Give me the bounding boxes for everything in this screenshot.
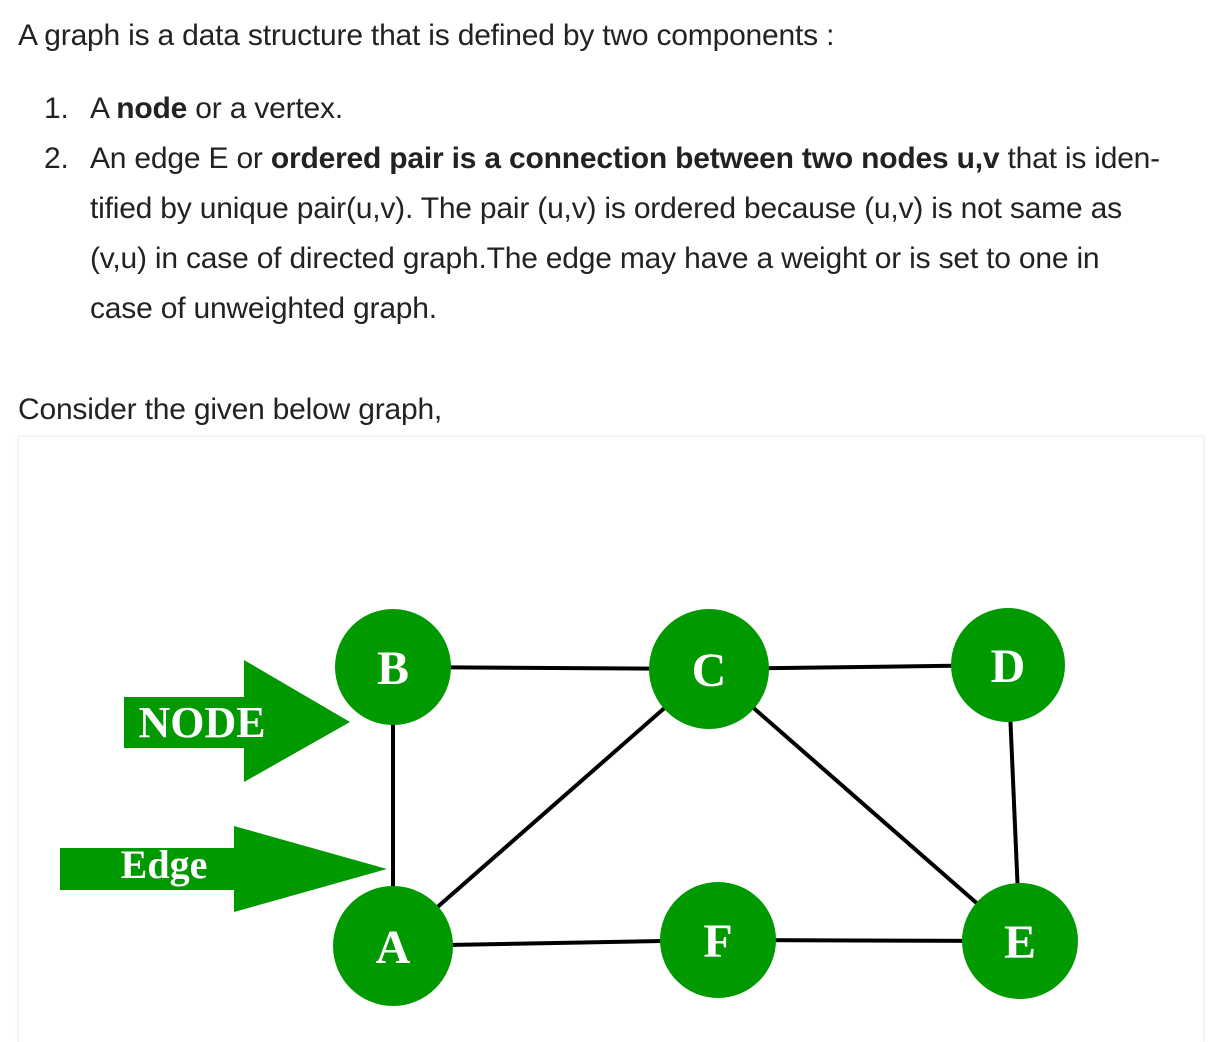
callouts-layer: NODE Edge: [60, 660, 387, 912]
graph-edge-a-c: [391, 667, 711, 948]
node-label: D: [991, 640, 1026, 693]
item-line-4: case of unweighted graph.: [90, 292, 437, 325]
edge-callout-arrow: [60, 826, 387, 912]
list-item-edge: 2. An edge E or ordered pair is a connec…: [44, 134, 1194, 334]
graph-node-a: A: [333, 886, 453, 1006]
graph-node-b: B: [335, 609, 451, 725]
node-label: C: [692, 644, 727, 697]
item-line-2: tified by unique pair(u,v). The pair (u,…: [90, 192, 1122, 225]
list-number: 1.: [44, 92, 69, 125]
node-callout-label: NODE: [138, 698, 265, 747]
item-text-after: or a vertex.: [187, 92, 343, 125]
list-number: 2.: [44, 142, 69, 175]
intro-paragraph: A graph is a data structure that is defi…: [18, 19, 835, 52]
node-label: A: [376, 921, 411, 974]
edge-callout-label: Edge: [121, 842, 208, 887]
node-circle: [951, 608, 1065, 722]
definition-list: 1. A node or a vertex. 2. An edge E or o…: [44, 84, 1194, 334]
node-circle: [333, 886, 453, 1006]
node-label: E: [1004, 916, 1036, 969]
item-bold-term: ordered pair is a connection between two…: [270, 142, 1000, 175]
consider-paragraph: Consider the given below graph,: [18, 393, 443, 426]
graph-node-f: F: [660, 882, 776, 998]
graph-node-c: C: [649, 609, 769, 729]
node-callout-arrow: [124, 660, 350, 782]
graph-node-d: D: [951, 608, 1065, 722]
item-text-before: A: [90, 92, 117, 125]
item-line-1: An edge E or ordered pair is a connectio…: [90, 142, 1160, 175]
nodes-layer: B C D A F E: [333, 608, 1078, 1006]
node-label: F: [703, 915, 732, 968]
item-line-3: (v,u) in case of directed graph.The edge…: [90, 242, 1100, 275]
item-text-after: that is iden-: [999, 142, 1160, 175]
item-text-before: An edge E or: [90, 142, 271, 175]
graph-node-e: E: [962, 883, 1078, 999]
list-item-node: 1. A node or a vertex.: [44, 84, 1194, 134]
node-circle: [335, 609, 451, 725]
item-bold-term: node: [116, 92, 188, 125]
node-label: B: [377, 642, 409, 695]
node-circle: [660, 882, 776, 998]
node-circle: [962, 883, 1078, 999]
graph-edge-c-e: [707, 667, 1022, 943]
node-circle: [649, 609, 769, 729]
